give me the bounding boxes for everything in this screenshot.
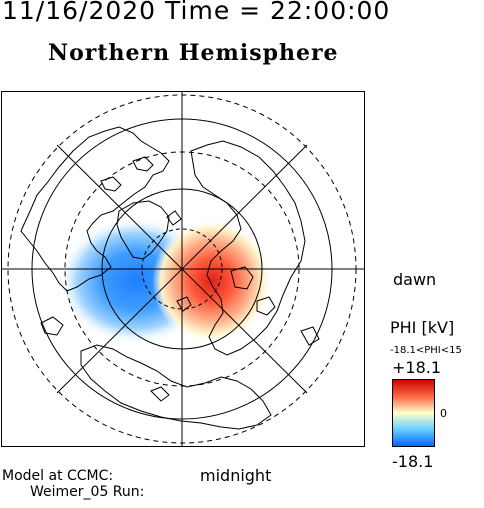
meridian-lines bbox=[1, 91, 365, 447]
colorbar-range-label: -18.1<PHI<15 bbox=[390, 345, 462, 356]
colorbar bbox=[392, 379, 435, 447]
dawn-label: dawn bbox=[393, 270, 437, 289]
colorbar-max-label: +18.1 bbox=[392, 358, 442, 377]
date-time-title: 11/16/2020 Time = 22:00:00 bbox=[2, 0, 391, 25]
midnight-label: midnight bbox=[200, 466, 272, 485]
polar-map bbox=[1, 91, 365, 447]
colorbar-title: PHI [kV] bbox=[390, 318, 455, 337]
coastlines bbox=[20, 126, 320, 430]
colorbar-mid-label: 0 bbox=[440, 407, 447, 420]
model-line-2: Weimer_05 Run: bbox=[30, 484, 145, 500]
colorbar-min-label: -18.1 bbox=[392, 452, 434, 471]
model-line-1: Model at CCMC: bbox=[2, 468, 114, 484]
colorbar-fill bbox=[392, 379, 435, 447]
hemisphere-title: Northern Hemisphere bbox=[48, 40, 339, 66]
